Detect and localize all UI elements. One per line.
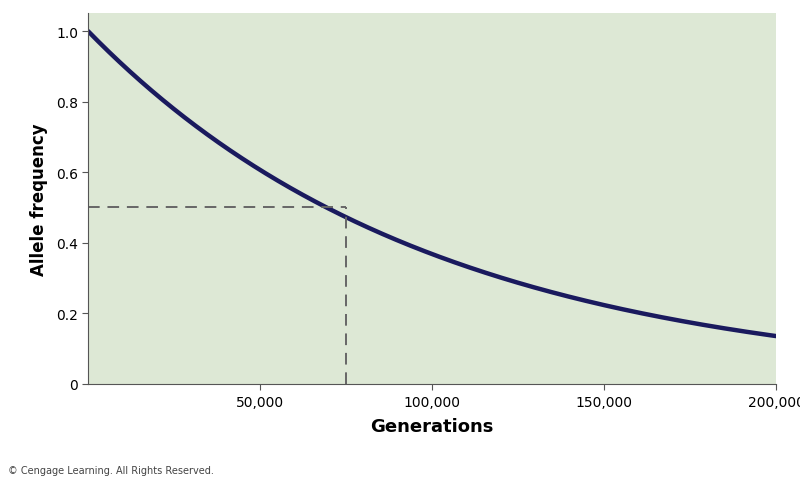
- Text: © Cengage Learning. All Rights Reserved.: © Cengage Learning. All Rights Reserved.: [8, 465, 214, 475]
- Y-axis label: Allele frequency: Allele frequency: [30, 123, 48, 276]
- X-axis label: Generations: Generations: [370, 418, 494, 435]
